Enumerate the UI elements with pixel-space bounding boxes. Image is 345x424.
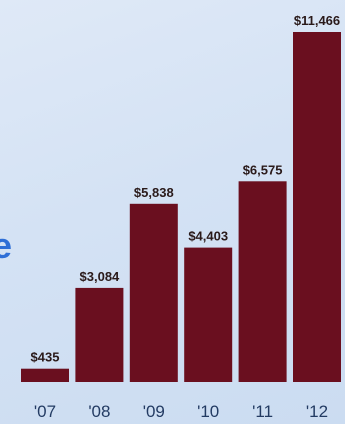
data-label-2: $5,838 <box>134 185 174 200</box>
x-tick-label-5: '12 <box>306 402 328 421</box>
data-label-0: $435 <box>31 350 60 365</box>
x-tick-label-0: '07 <box>34 402 56 421</box>
x-axis-ticks-group: '07 '08 '09 '10 '11 '12 <box>34 402 328 421</box>
bars-group <box>21 32 341 382</box>
x-tick-label-4: '11 <box>252 402 273 421</box>
bar-5 <box>293 32 341 382</box>
data-label-5: $11,466 <box>294 13 340 28</box>
bar-1 <box>75 287 124 382</box>
x-tick-label-3: '10 <box>197 402 219 421</box>
bar-3 <box>184 247 233 382</box>
data-labels-group: $435 $3,084 $5,838 $4,403 $6,575 $11,466 <box>31 13 341 365</box>
data-label-4: $6,575 <box>243 162 283 177</box>
bar-2 <box>129 203 178 382</box>
data-label-1: $3,084 <box>80 269 121 284</box>
bar-4 <box>238 181 287 382</box>
edge-text-fragment: e <box>0 225 12 266</box>
data-label-3: $4,403 <box>188 229 228 244</box>
bar-0 <box>21 368 69 382</box>
x-tick-label-1: '08 <box>88 402 110 421</box>
x-tick-label-2: '09 <box>143 402 165 421</box>
